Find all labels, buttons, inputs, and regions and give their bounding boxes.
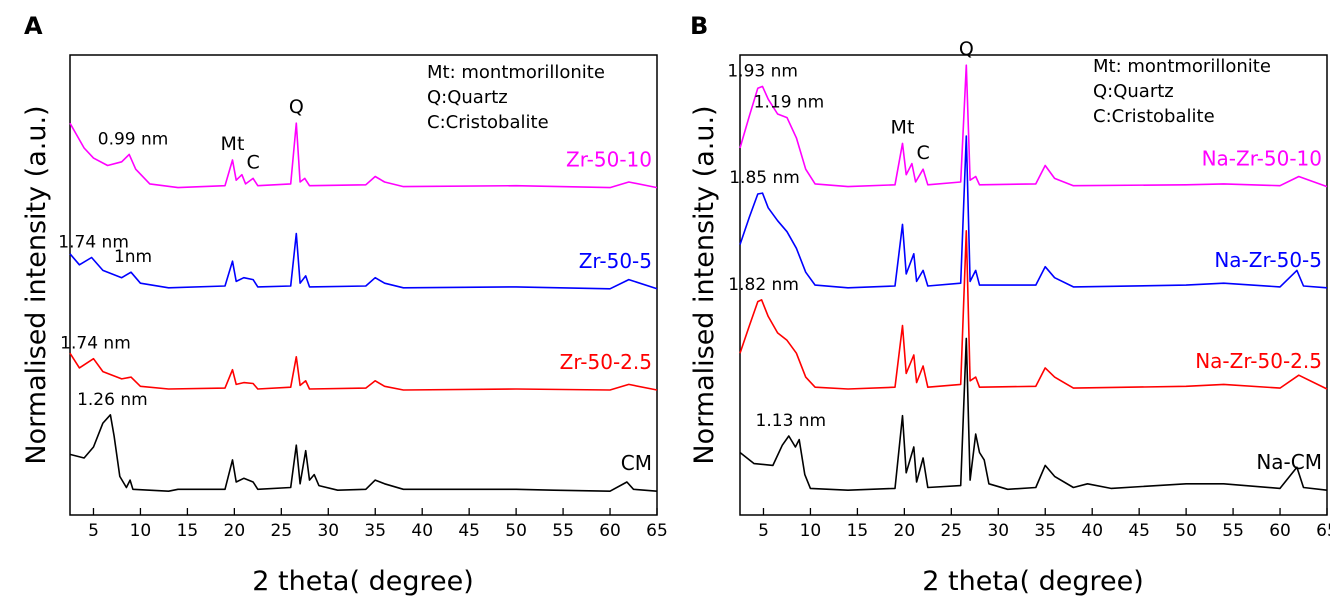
peak-annotation: Mt: [221, 133, 245, 155]
series-label: Na-Zr-50-5: [1214, 248, 1322, 272]
x-tick-label: 60: [1269, 521, 1291, 541]
x-tick-label: 50: [505, 521, 527, 541]
x-axis-label-b: 2 theta( degree): [922, 566, 1143, 597]
x-tick-label: 65: [646, 521, 668, 541]
annotations-b: Na-Zr-50-10 1.93 nm 1.19 nm MtC Q Na-Zr-50-5 1…: [727, 38, 1322, 474]
peak-annotation: 1.26 nm: [77, 390, 148, 410]
y-axis-label-b: Normalised intensity (a.u.): [689, 105, 720, 464]
series-label: Zr-50-5: [579, 249, 652, 273]
peak-annotation: 0.99 nm: [98, 129, 169, 149]
series-line-na-cm: [739, 337, 1328, 491]
x-tick-label: 10: [130, 521, 152, 541]
legend-entry-c-b: C:Cristobalite: [1093, 106, 1215, 127]
peak-annotation: 1.74 nm: [60, 334, 131, 354]
x-tick-label: 10: [800, 521, 822, 541]
series-label: Na-Zr-50-10: [1202, 147, 1322, 171]
legend-entry-c-a: C:Cristobalite: [427, 112, 549, 133]
panel-label-b: B: [690, 12, 708, 40]
series-line-na-zr-50-10: [739, 64, 1328, 188]
peak-annotation: C: [247, 151, 260, 173]
peak-annotation: Mt: [891, 116, 915, 138]
x-tick-label: 45: [458, 521, 480, 541]
series-line-cm: [69, 414, 658, 492]
x-tick-label: 30: [987, 521, 1009, 541]
x-tick-label: 25: [940, 521, 962, 541]
peak-annotation: C: [917, 142, 930, 164]
x-tick-label: 30: [317, 521, 339, 541]
x-tick-label: 55: [1222, 521, 1244, 541]
panel-label-a: A: [24, 12, 43, 40]
x-ticks-b: 5 10 15 20 25 30 35 40 45 50 55 60 65: [758, 508, 1330, 541]
legend-entry-mt-b: Mt: montmorillonite: [1093, 56, 1271, 77]
peak-annotation: 1.85 nm: [729, 168, 800, 188]
x-tick-label: 35: [1034, 521, 1056, 541]
peak-annotation: 1.74 nm: [58, 232, 129, 252]
series-label: Zr-50-10: [566, 148, 652, 172]
peak-annotation: 1.82 nm: [728, 275, 799, 295]
x-tick-label: 20: [224, 521, 246, 541]
x-tick-label: 40: [1081, 521, 1103, 541]
series-line-na-zr-50-2-5: [739, 230, 1328, 390]
x-tick-label: 65: [1316, 521, 1330, 541]
series-line-zr-50-5: [69, 232, 658, 290]
x-tick-label: 60: [599, 521, 621, 541]
x-tick-label: 45: [1128, 521, 1150, 541]
peak-annotation: 1nm: [114, 247, 152, 267]
peak-annotation: 1.93 nm: [727, 61, 798, 81]
x-tick-label: 40: [411, 521, 433, 541]
curves-b: [739, 64, 1328, 491]
x-tick-label: 15: [177, 521, 199, 541]
x-tick-label: 5: [88, 521, 99, 541]
peak-annotation: 1.13 nm: [756, 411, 827, 431]
series-label: Na-CM: [1256, 450, 1322, 474]
plot-frame-a: [69, 54, 658, 516]
legend-entry-mt-a: Mt: montmorillonite: [427, 62, 605, 83]
series-label: Zr-50-2.5: [560, 350, 652, 374]
peak-annotation: Q: [959, 38, 974, 60]
series-label: Na-Zr-50-2.5: [1195, 349, 1322, 373]
x-tick-label: 50: [1175, 521, 1197, 541]
panel-b: B 5 10 15 20 25 30 35 40 45 50 55 60 65 Na-Zr-50-10 1…: [689, 12, 1330, 597]
series-label: CM: [621, 451, 652, 475]
y-axis-label-a: Normalised intensity (a.u.): [21, 105, 52, 464]
x-ticks-a: 5 10 15 20 25 30 35 40 45 50 55 60 65: [88, 508, 668, 541]
x-tick-label: 5: [758, 521, 769, 541]
curves-a: [69, 122, 658, 492]
x-tick-label: 20: [894, 521, 916, 541]
series-line-zr-50-2-5: [69, 352, 658, 391]
x-tick-label: 15: [847, 521, 869, 541]
panel-a: A 5 10 15 20 25 30 35 40 45 50 55 60 65 Zr-50-10 0.99…: [21, 12, 668, 597]
x-tick-label: 35: [364, 521, 386, 541]
x-axis-label-a: 2 theta( degree): [252, 566, 473, 597]
peak-annotation: Q: [289, 96, 304, 118]
peak-annotation: 1.19 nm: [754, 93, 825, 113]
series-line-zr-50-10: [69, 122, 658, 189]
legend-entry-q-a: Q:Quartz: [427, 87, 508, 108]
x-tick-label: 25: [270, 521, 292, 541]
legend-entry-q-b: Q:Quartz: [1093, 81, 1174, 102]
plot-frame-b: [739, 54, 1328, 516]
series-line-na-zr-50-5: [739, 135, 1328, 289]
x-tick-label: 55: [552, 521, 574, 541]
